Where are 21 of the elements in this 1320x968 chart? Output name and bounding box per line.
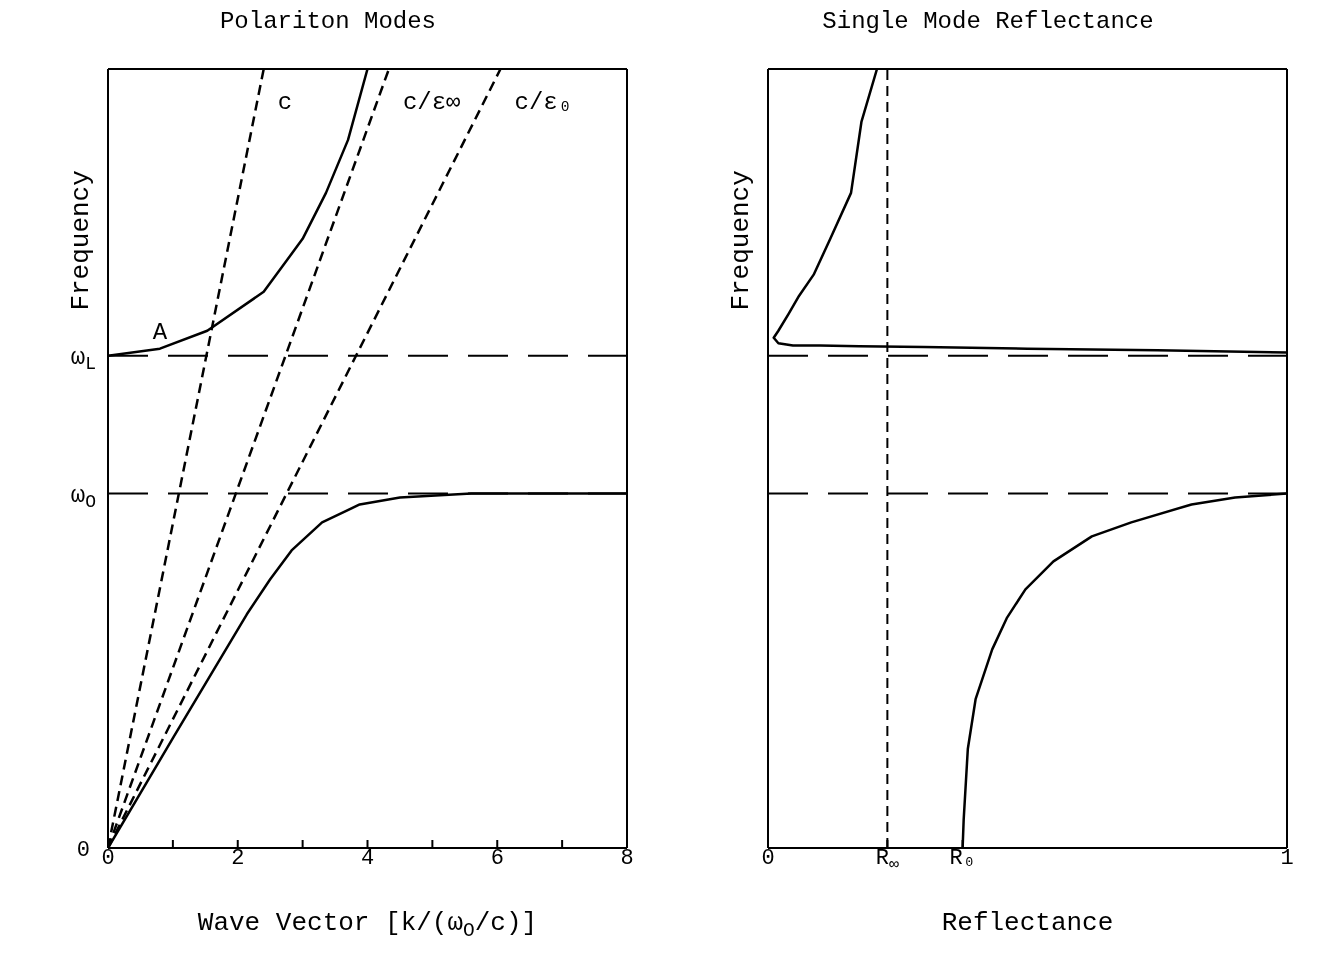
x-tick-label: 6 <box>490 846 504 871</box>
x-tick-label: R₀ <box>949 846 976 871</box>
series-label: c <box>277 89 293 116</box>
x-tick-label: 0 <box>101 846 115 871</box>
x-axis-title: Reflectance <box>941 908 1114 938</box>
y-axis-title: Frequency <box>726 170 756 311</box>
x-tick-label: 2 <box>231 846 245 871</box>
series-label: c/ε∞ <box>402 89 461 116</box>
x-tick-label: 0 <box>761 846 775 871</box>
x-tick-label: 8 <box>620 846 634 871</box>
x-axis-title: Wave Vector [k/(ω$_{O}$/c)] <box>197 908 538 942</box>
y-axis-title: Frequency <box>66 170 96 311</box>
series-label: c/ε₀ <box>514 89 573 116</box>
ref-line-label: ω$_{O}$ <box>70 481 96 512</box>
x-tick-label: 4 <box>360 846 375 871</box>
x-tick-label: R$_{∞}$ <box>875 846 900 875</box>
annotation: A <box>152 319 168 347</box>
chart-title: Polariton Modes <box>218 8 437 37</box>
ref-line-label: ω$_{L}$ <box>70 343 96 375</box>
chart-title: Single Mode Reflectance <box>821 8 1155 37</box>
x-tick-label: 1 <box>1280 846 1294 871</box>
